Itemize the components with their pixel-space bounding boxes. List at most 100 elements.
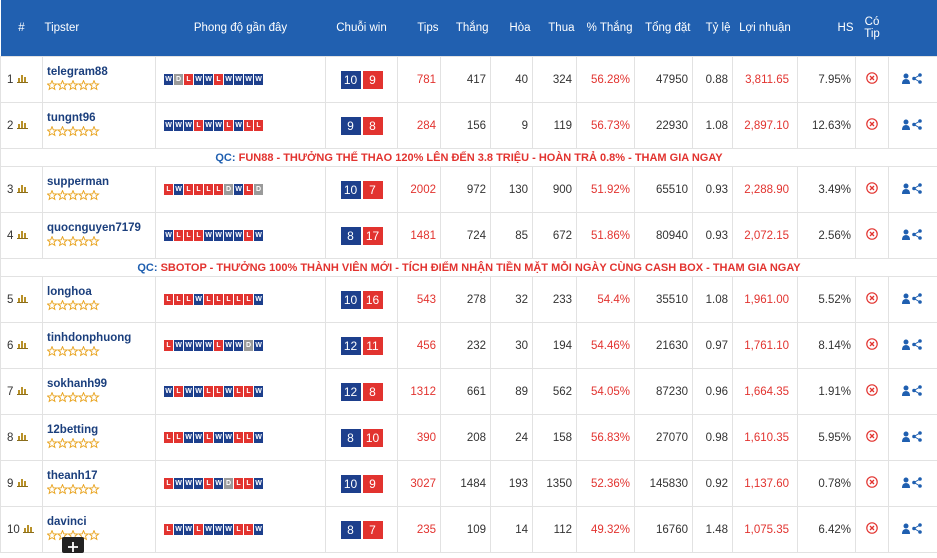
- tips-cell: 235: [398, 507, 441, 553]
- ad-text[interactable]: FUN88 - THƯỞNG THỂ THAO 120% LÊN ĐẾN 3.8…: [239, 152, 723, 164]
- tipster-name[interactable]: sokhanh99: [47, 378, 151, 390]
- follow-share-icon[interactable]: [902, 295, 924, 307]
- form-badge: W: [184, 432, 193, 443]
- stats-icon[interactable]: [17, 478, 28, 490]
- stats-icon[interactable]: [17, 294, 28, 306]
- ad-label: QC:: [215, 152, 235, 164]
- stats-icon[interactable]: [23, 524, 34, 536]
- hs-cell: 12.63%: [798, 103, 856, 149]
- no-tip-icon: [866, 433, 878, 445]
- follow-share-icon[interactable]: [902, 185, 924, 197]
- rating-stars-part: [47, 236, 56, 245]
- follow-share-icon[interactable]: [902, 387, 924, 399]
- form-badge: W: [164, 74, 173, 85]
- follow-share-icon[interactable]: [902, 433, 924, 445]
- form-badge: W: [254, 340, 263, 351]
- stats-icon-part: [21, 479, 23, 486]
- stats-icon-part: [18, 390, 20, 394]
- ad-row: QC: FUN88 - THƯỞNG THỂ THAO 120% LÊN ĐẾN…: [1, 149, 937, 167]
- no-tip-icon-part: [866, 72, 878, 84]
- tips-cell: 390: [398, 415, 441, 461]
- tipster-name[interactable]: 12betting: [47, 424, 151, 436]
- hs-cell: 7.95%: [798, 57, 856, 103]
- follow-share-icon-part: [914, 387, 920, 394]
- win-pct-cell: 52.36%: [577, 461, 635, 507]
- rating-stars-part: [89, 392, 98, 401]
- rank-cell: 2: [1, 103, 43, 149]
- tipster-cell: davinci: [43, 507, 156, 553]
- draws-cell: 24: [491, 415, 533, 461]
- rating-stars-part: [58, 126, 67, 135]
- form-badge: W: [214, 120, 223, 131]
- form-badge: W: [254, 386, 263, 397]
- form-badge: L: [174, 294, 183, 305]
- form-badge: L: [174, 432, 183, 443]
- tipster-name[interactable]: davinci: [47, 516, 151, 528]
- form-badge: W: [204, 524, 213, 535]
- tipster-name[interactable]: telegram88: [47, 66, 151, 78]
- follow-share-icon[interactable]: [902, 231, 924, 243]
- stats-icon[interactable]: [17, 230, 28, 242]
- tipster-name[interactable]: supperman: [47, 176, 151, 188]
- rating-stars-part: [68, 392, 77, 401]
- stats-icon-part: [24, 389, 26, 394]
- follow-share-icon[interactable]: [902, 75, 924, 87]
- rank: 6: [7, 340, 13, 352]
- rating-stars-part: [79, 236, 88, 245]
- tipster-cell: supperman: [43, 167, 156, 213]
- form-badge: W: [204, 120, 213, 131]
- follow-share-icon[interactable]: [902, 121, 924, 133]
- rating-stars-part: [89, 438, 98, 447]
- tipster-name[interactable]: theanh17: [47, 470, 151, 482]
- streak-loss: 7: [363, 521, 383, 539]
- form-badge: W: [194, 340, 203, 351]
- streak-win: 10: [341, 181, 361, 199]
- follow-share-icon[interactable]: [902, 479, 924, 491]
- win-pct-cell: 49.32%: [577, 507, 635, 553]
- add-button[interactable]: [62, 537, 84, 553]
- tipster-name[interactable]: tinhdonphuong: [47, 332, 151, 344]
- stats-icon[interactable]: [17, 340, 28, 352]
- stats-icon-part: [24, 123, 26, 128]
- follow-share-icon[interactable]: [902, 341, 924, 353]
- stats-icon[interactable]: [17, 386, 28, 398]
- stats-icon[interactable]: [17, 74, 28, 86]
- stats-icon[interactable]: [17, 120, 28, 132]
- no-tip-icon-part: [870, 296, 874, 300]
- form-badge: W: [194, 432, 203, 443]
- stats-icon[interactable]: [17, 432, 28, 444]
- follow-share-icon-part: [914, 433, 920, 440]
- rank: 8: [7, 432, 13, 444]
- ad-row: QC: SBOTOP - THƯỞNG 100% THÀNH VIÊN MỚI …: [1, 259, 937, 277]
- tipster-name[interactable]: quocnguyen7179: [47, 222, 151, 234]
- profit-cell: 1,664.35: [733, 369, 798, 415]
- follow-share-icon-part: [914, 121, 920, 128]
- streak-win: 12: [341, 337, 361, 355]
- tips-cell: 284: [398, 103, 441, 149]
- streak-win: 10: [341, 291, 361, 309]
- follow-share-icon-part: [902, 299, 910, 304]
- stats-icon-part: [18, 78, 20, 82]
- no-tip-icon-part: [866, 476, 878, 488]
- rank-cell: 3: [1, 167, 43, 213]
- rating-stars-part: [79, 392, 88, 401]
- streak-loss: 8: [363, 383, 383, 401]
- follow-share-icon[interactable]: [902, 525, 924, 537]
- form-badge: W: [234, 74, 243, 85]
- tipster-name[interactable]: tungnt96: [47, 112, 151, 124]
- form-badge: W: [174, 184, 183, 195]
- tipster-name[interactable]: longhoa: [47, 286, 151, 298]
- stats-icon[interactable]: [17, 184, 28, 196]
- stats-icon-part: [17, 394, 28, 395]
- ad-text[interactable]: SBOTOP - THƯỞNG 100% THÀNH VIÊN MỚI - TÍ…: [161, 262, 801, 274]
- follow-share-icon-part: [904, 385, 909, 390]
- column-header: Tipster: [43, 0, 156, 57]
- follow-share-icon-part: [914, 75, 920, 82]
